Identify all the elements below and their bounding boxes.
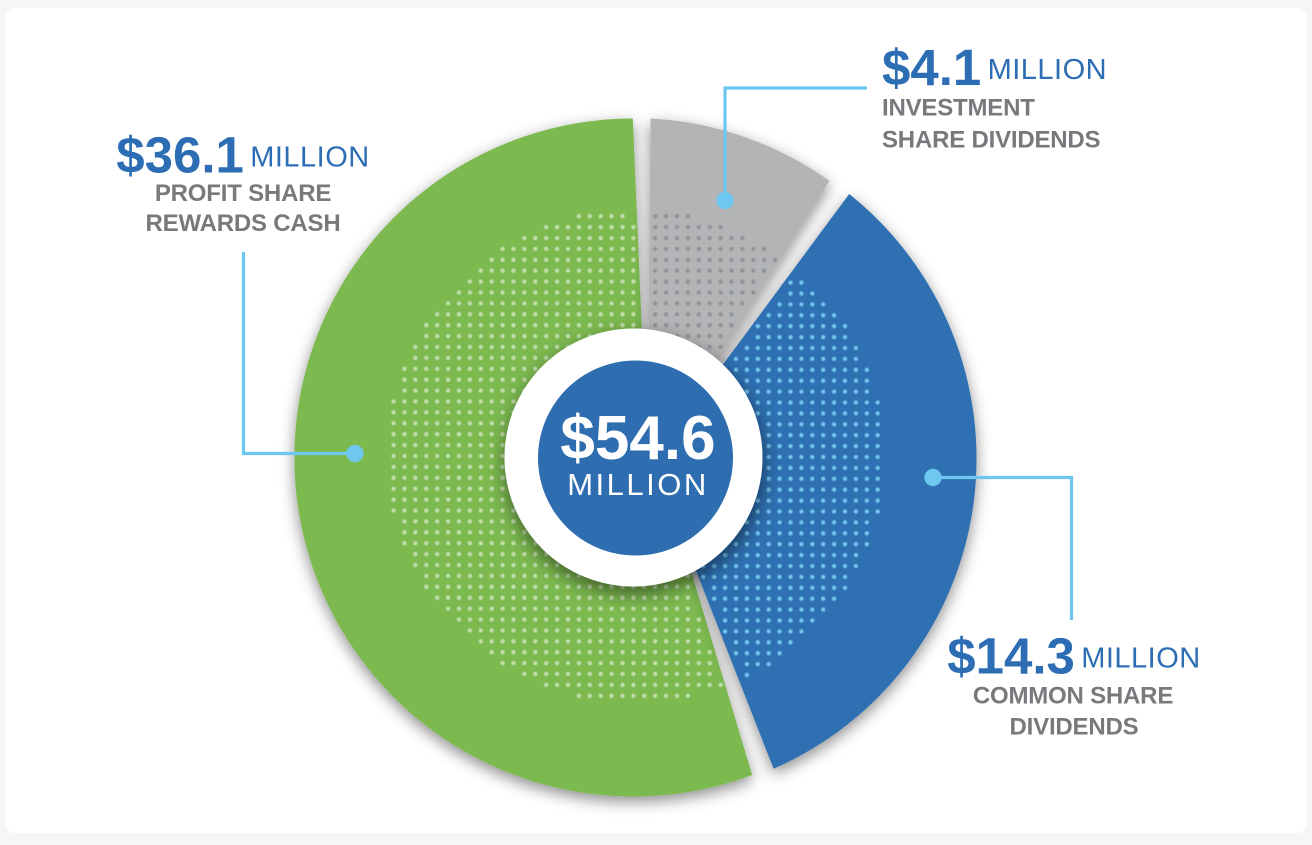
svg-text:MILLION: MILLION	[567, 467, 709, 502]
svg-text:$36.1 MILLION: $36.1 MILLION	[116, 127, 369, 184]
svg-text:REWARDS CASH: REWARDS CASH	[146, 210, 341, 237]
svg-text:DIVIDENDS: DIVIDENDS	[1010, 713, 1139, 740]
svg-text:$54.6: $54.6	[560, 404, 715, 473]
svg-text:$14.3 MILLION: $14.3 MILLION	[947, 628, 1200, 685]
svg-text:COMMON SHARE: COMMON SHARE	[973, 683, 1173, 710]
svg-text:SHARE DIVIDENDS: SHARE DIVIDENDS	[882, 126, 1101, 153]
svg-text:PROFIT SHARE: PROFIT SHARE	[155, 180, 331, 207]
svg-text:$4.1 MILLION: $4.1 MILLION	[882, 39, 1107, 96]
svg-text:INVESTMENT: INVESTMENT	[882, 95, 1035, 122]
